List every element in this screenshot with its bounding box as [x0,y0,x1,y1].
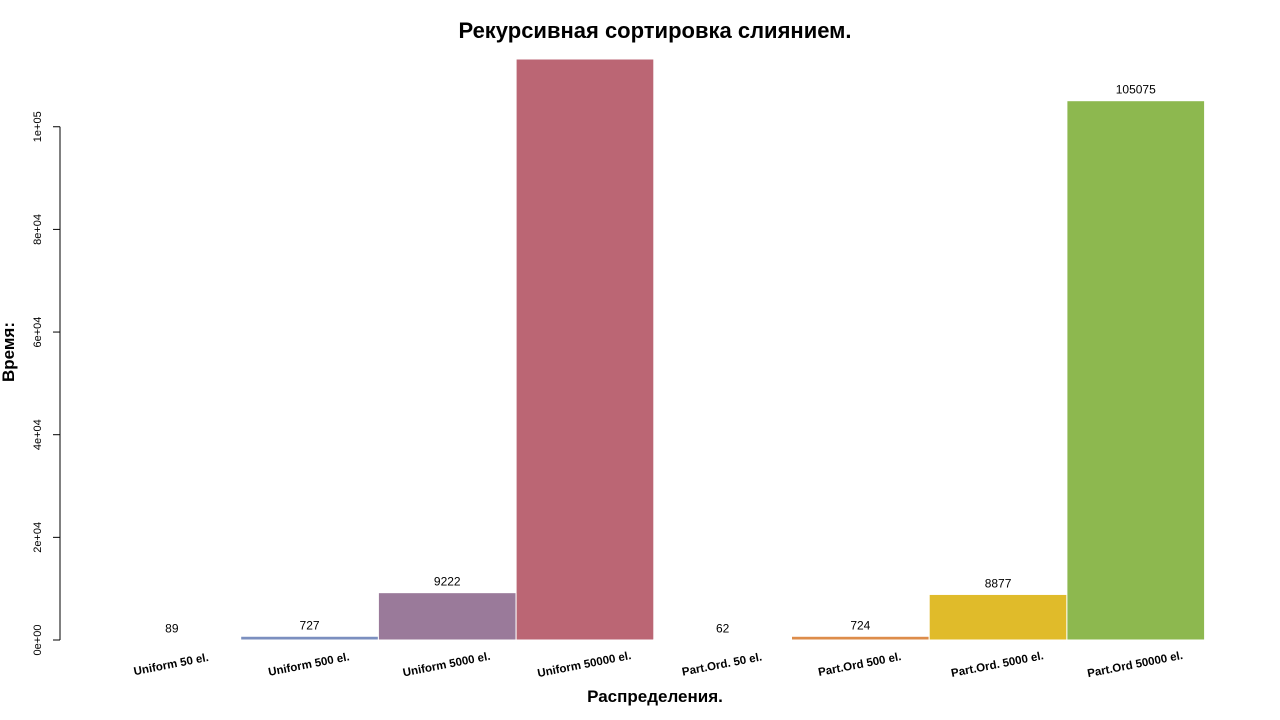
bar [515,58,655,641]
data-label: 724 [850,618,870,632]
bar [791,635,930,641]
y-tick-label: 8e+04 [32,214,44,245]
x-tick-label: Uniform 5000 el. [402,651,492,680]
data-label: 105075 [1116,83,1156,97]
x-tick-label: Part.Ord. 5000 el. [950,650,1045,680]
data-label: 89 [165,622,179,636]
x-tick-label: Part.Ord 50000 el. [1086,650,1184,680]
y-tick-label: 4e+04 [32,419,44,450]
y-tick-label: 1e+05 [32,111,44,142]
data-label: 62 [716,622,730,636]
y-ticks-group: 0e+00 2e+04 4e+04 6e+04 8e+04 1e+05 [32,111,60,655]
y-axis: 0e+00 2e+04 4e+04 6e+04 8e+04 1e+05 [32,111,61,655]
data-labels-group: 89 727 9222 62 724 8877 105075 [165,83,1156,636]
bar [240,635,379,641]
chart-title: Рекурсивная сортировка слиянием. [458,18,851,43]
y-tick-label: 6e+04 [32,317,44,348]
x-tick-label: Uniform 50000 el. [536,650,632,680]
y-axis-title: Время: [0,322,18,382]
x-tick-label: Part.Ord. 50 el. [681,651,763,678]
x-tick-label: Uniform 50 el. [133,652,210,678]
bars-group [102,58,1206,641]
y-tick-label: 0e+00 [32,625,44,656]
bar [1066,100,1206,641]
x-tick-labels-group: Uniform 50 el. Uniform 500 el. Uniform 500… [133,650,1184,680]
x-axis-title: Распределения. [587,687,723,706]
y-tick-label: 2e+04 [32,522,44,553]
bar [377,592,517,641]
data-label: 727 [300,618,320,632]
bar [928,593,1068,641]
x-tick-label: Uniform 500 el. [267,651,350,679]
data-label: 8877 [985,576,1012,590]
x-tick-label: Part.Ord 500 el. [817,651,902,679]
data-label: 9222 [434,575,461,589]
